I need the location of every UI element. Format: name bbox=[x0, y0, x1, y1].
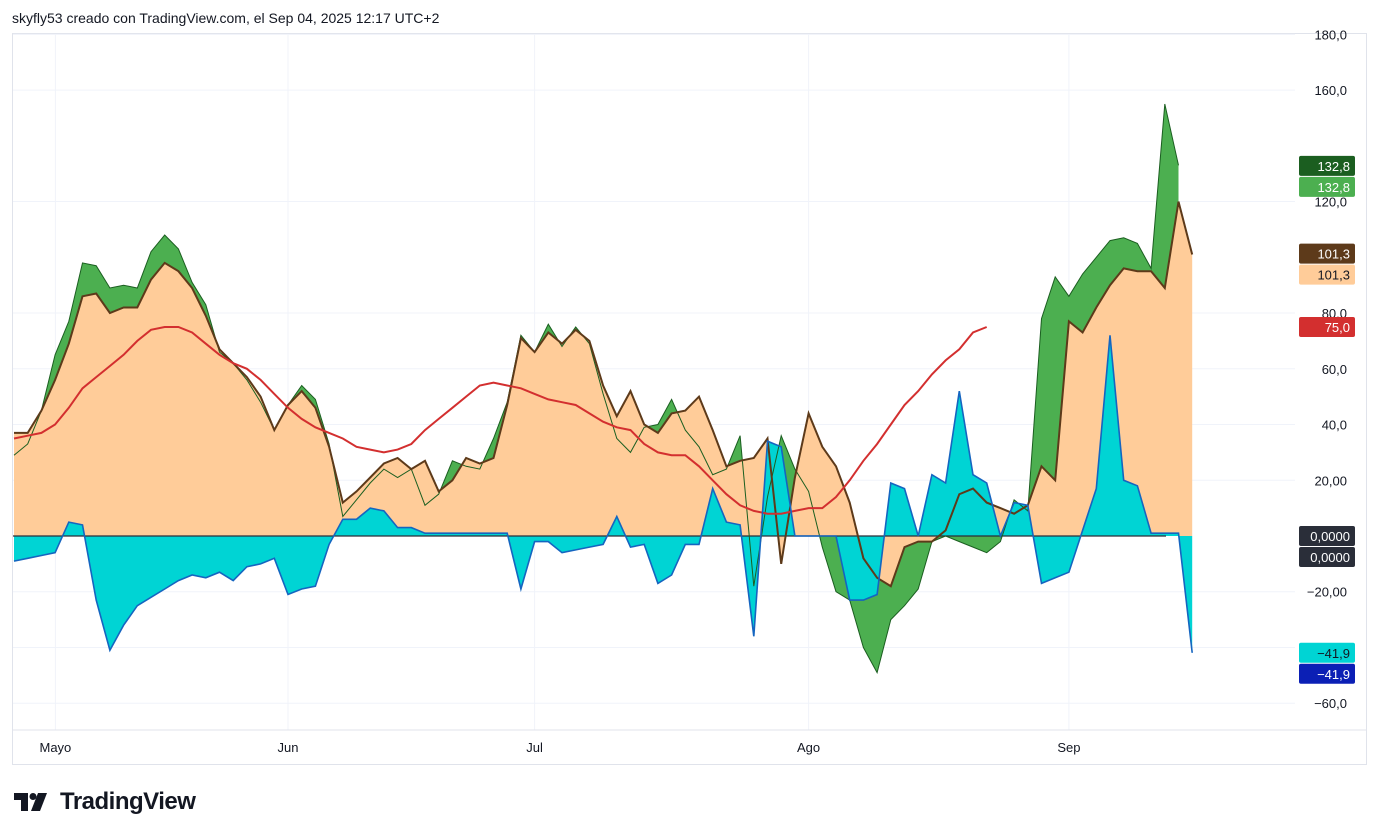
badge-bg bbox=[1299, 264, 1355, 285]
y-tick-label: 160,0 bbox=[1314, 83, 1347, 98]
badge-label: 0,0000 bbox=[1310, 529, 1350, 544]
x-tick-label: Ago bbox=[797, 740, 820, 755]
last-value-badge: 0,0000 bbox=[1299, 547, 1355, 567]
badge-label: 75,0 bbox=[1325, 320, 1350, 335]
last-value-badge: 75,0 bbox=[1299, 316, 1355, 337]
chart-caption: skyfly53 creado con TradingView.com, el … bbox=[12, 10, 440, 26]
badge-label: 101,3 bbox=[1317, 247, 1350, 262]
y-tick-label: 180,0 bbox=[1314, 27, 1347, 42]
tradingview-logo-icon bbox=[14, 793, 47, 811]
badge-bg bbox=[1299, 663, 1355, 684]
badge-label: 101,3 bbox=[1317, 268, 1350, 283]
badge-label: −41,9 bbox=[1317, 646, 1350, 661]
brand-name: TradingView bbox=[60, 788, 196, 815]
y-tick-label: 20,00 bbox=[1314, 473, 1347, 488]
y-axis[interactable]: 180,0160,0120,080,060,040,020,00−20,00−4… bbox=[1307, 27, 1347, 711]
y-tick-label: −60,0 bbox=[1314, 696, 1347, 711]
brown-line bbox=[14, 201, 1194, 588]
blue-line bbox=[13, 335, 1193, 653]
y-tick-label: −20,00 bbox=[1307, 585, 1347, 600]
badge-bg bbox=[1299, 176, 1355, 197]
badge-label: −41,9 bbox=[1317, 667, 1350, 682]
last-value-badge: 101,3 bbox=[1299, 264, 1355, 285]
badge-label: 132,8 bbox=[1317, 159, 1350, 174]
badge-bg bbox=[1299, 526, 1355, 546]
y-tick-label: 120,0 bbox=[1314, 195, 1347, 210]
y-tick-label: 40,0 bbox=[1322, 418, 1347, 433]
cyan-area bbox=[14, 335, 1193, 653]
badge-bg bbox=[1299, 642, 1355, 663]
badge-bg bbox=[1299, 316, 1355, 337]
series-lines bbox=[13, 103, 1194, 674]
red-line bbox=[13, 326, 988, 515]
last-value-badge: 132,8 bbox=[1299, 155, 1355, 176]
badge-bg bbox=[1299, 155, 1355, 176]
x-axis[interactable]: Mayo Jun Jul Ago Sep bbox=[13, 729, 1366, 755]
last-value-badge: −41,9 bbox=[1299, 663, 1355, 684]
x-tick-label: Mayo bbox=[40, 740, 72, 755]
x-tick-label: Sep bbox=[1057, 740, 1080, 755]
badge-label: 0,0000 bbox=[1310, 550, 1350, 565]
series-fills bbox=[14, 104, 1193, 673]
tradingview-logo[interactable]: TradingView bbox=[14, 788, 196, 816]
badge-label: 132,8 bbox=[1317, 180, 1350, 195]
badge-bg bbox=[1299, 547, 1355, 567]
chart-frame bbox=[12, 33, 1367, 765]
badge-bg bbox=[1299, 243, 1355, 264]
last-value-badges: 132,8 132,8 101,3 101,3 75,0 0,0000 0,0000 −41,… bbox=[1299, 155, 1355, 684]
y-tick-label: 60,0 bbox=[1322, 362, 1347, 377]
x-tick-label: Jul bbox=[526, 740, 543, 755]
last-value-badge: 132,8 bbox=[1299, 176, 1355, 197]
green-line bbox=[13, 103, 1179, 674]
last-value-badge: −41,9 bbox=[1299, 642, 1355, 663]
x-tick-label: Jun bbox=[278, 740, 299, 755]
last-value-badge: 0,0000 bbox=[1299, 526, 1355, 546]
last-value-badge: 101,3 bbox=[1299, 243, 1355, 264]
